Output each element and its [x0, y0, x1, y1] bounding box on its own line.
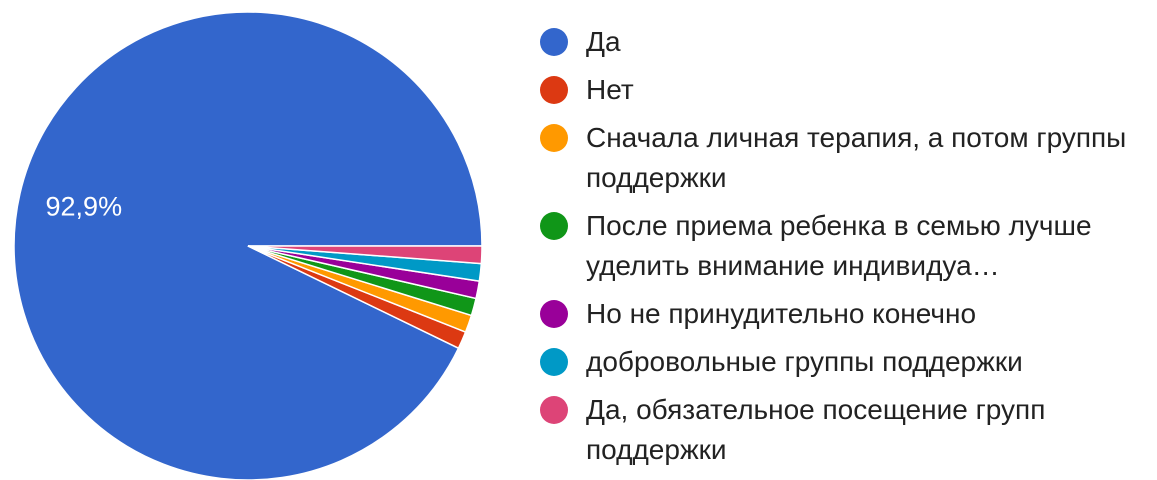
legend-dot-icon — [540, 212, 568, 240]
legend-item-3[interactable]: После приема ребенка в семью лучше удели… — [540, 206, 1150, 286]
legend-dot-icon — [540, 348, 568, 376]
legend-dot-icon — [540, 124, 568, 152]
legend-item-5[interactable]: добровольные группы поддержки — [540, 342, 1150, 382]
legend: Да Нет Сначала личная терапия, а потом гру… — [540, 22, 1150, 478]
legend-label: Сначала личная терапия, а потом группы п… — [586, 122, 1127, 193]
legend-dot-icon — [540, 76, 568, 104]
legend-item-6[interactable]: Да, обязательное посещение групп поддерж… — [540, 390, 1150, 470]
legend-label: Да — [586, 26, 621, 57]
legend-item-1[interactable]: Нет — [540, 70, 1150, 110]
legend-item-0[interactable]: Да — [540, 22, 1150, 62]
legend-item-4[interactable]: Но не принудительно конечно — [540, 294, 1150, 334]
legend-dot-icon — [540, 28, 568, 56]
legend-label: После приема ребенка в семью лучше удели… — [586, 210, 1092, 281]
legend-dot-icon — [540, 396, 568, 424]
legend-label: Но не принудительно конечно — [586, 298, 977, 329]
legend-label: Да, обязательное посещение групп поддерж… — [586, 394, 1046, 465]
pie-chart-svg: 92,9% — [13, 11, 483, 480]
pie-slices — [13, 11, 483, 480]
legend-item-2[interactable]: Сначала личная терапия, а потом группы п… — [540, 118, 1150, 198]
pie-slice-6 — [247, 245, 483, 265]
legend-label: добровольные группы поддержки — [586, 346, 1023, 377]
pie-slice-label-0: 92,9% — [46, 191, 123, 221]
legend-label: Нет — [586, 74, 634, 105]
legend-dot-icon — [540, 300, 568, 328]
pie-slice-labels: 92,9% — [46, 191, 123, 221]
